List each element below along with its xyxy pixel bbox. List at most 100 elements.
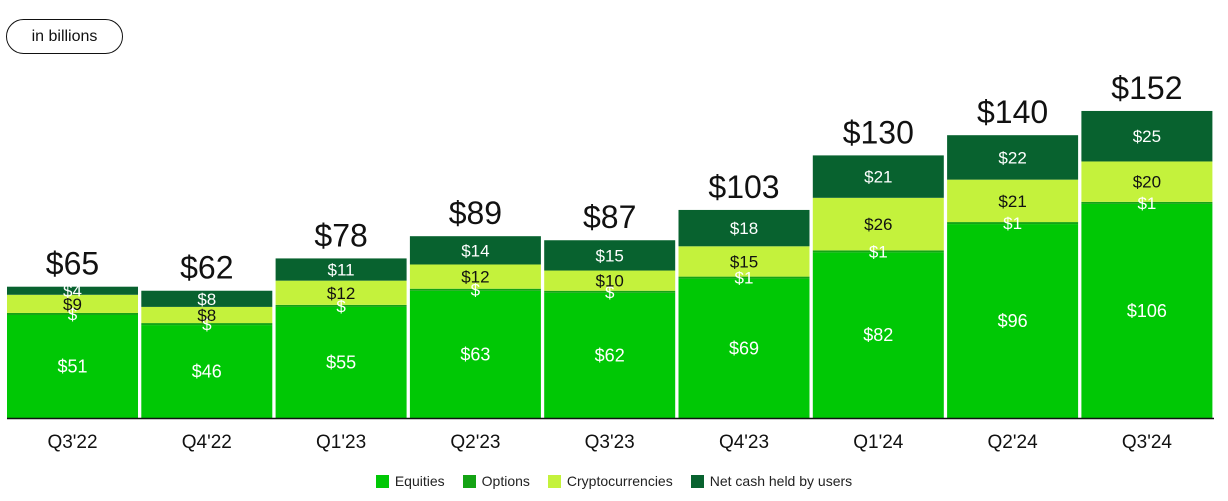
segment-label-cash: $22	[998, 148, 1026, 167]
x-tick-label: Q2'24	[988, 432, 1039, 453]
segment-label-options: $1	[735, 269, 754, 288]
x-tick-label: Q4'22	[182, 432, 232, 453]
legend-label: Cryptocurrencies	[566, 473, 673, 489]
bar-segment-equities	[947, 224, 1079, 418]
x-tick-label: Q1'23	[316, 432, 366, 453]
segment-label-equities: $51	[57, 356, 87, 376]
bar-segment-crypto	[141, 306, 273, 324]
legend-swatch	[462, 474, 476, 488]
x-tick-label: Q4'23	[719, 432, 769, 453]
total-label: $65	[46, 246, 99, 282]
total-label: $62	[180, 250, 233, 286]
bar-segment-crypto	[947, 179, 1079, 223]
segment-label-equities: $46	[192, 362, 222, 382]
segment-label-equities: $106	[1127, 301, 1167, 321]
bar-segment-equities	[409, 290, 541, 418]
stacked-bar-chart: $51$$9$4$65Q3'22$46$$8$8$62Q4'22$55$$12$…	[7, 70, 1214, 453]
legend: Equities Options Cryptocurrencies Net cash …	[0, 470, 1228, 492]
legend-swatch	[547, 474, 561, 488]
bar-segment-options	[947, 222, 1079, 225]
legend-label: Equities	[394, 473, 445, 489]
unit-label: in billions	[6, 19, 123, 54]
segment-label-crypto: $12	[327, 284, 355, 303]
segment-label-crypto: $15	[730, 252, 758, 271]
legend-item-crypto: Cryptocurrencies	[547, 473, 673, 489]
segment-label-options: $	[68, 305, 78, 324]
segment-label-cash: $21	[864, 168, 892, 187]
total-label: $78	[314, 217, 367, 253]
segment-label-cash: $11	[328, 261, 355, 280]
bar-segment-crypto	[544, 270, 676, 291]
segment-label-crypto: $9	[63, 295, 82, 314]
x-tick-label: Q2'23	[450, 432, 500, 453]
segment-label-crypto: $20	[1133, 173, 1161, 192]
segment-label-cash: $14	[461, 241, 489, 260]
bar-segment-cash	[7, 286, 138, 295]
segment-label-options: $	[605, 283, 615, 302]
bar-segment-crypto	[678, 246, 810, 277]
legend-label: Net cash held by users	[709, 473, 853, 489]
x-tick-label: Q1'24	[853, 432, 904, 453]
segment-label-equities: $82	[863, 325, 893, 345]
total-label: $152	[1111, 70, 1182, 106]
segment-label-cash: $8	[197, 290, 216, 309]
bar-segment-options	[275, 304, 407, 307]
segment-label-cash: $4	[63, 282, 82, 301]
segment-label-cash: $15	[596, 246, 624, 265]
segment-label-cash: $18	[730, 219, 758, 238]
legend-item-equities: Equities	[375, 473, 445, 489]
segment-label-equities: $62	[595, 345, 625, 365]
bar-segment-crypto	[812, 197, 944, 251]
bar-segment-equities	[678, 278, 810, 418]
bar-segment-options	[1081, 201, 1213, 204]
bar-segment-equities	[141, 325, 273, 418]
bar-segment-options	[141, 323, 273, 326]
segment-label-equities: $96	[998, 311, 1028, 331]
bar-segment-options	[7, 312, 138, 315]
total-label: $130	[843, 114, 914, 150]
segment-label-crypto: $12	[461, 268, 489, 287]
bar-segment-equities	[1081, 203, 1213, 418]
bar-segment-cash	[544, 240, 676, 271]
segment-label-cash: $25	[1133, 127, 1161, 146]
legend-label: Options	[481, 473, 530, 489]
bar-segment-equities	[7, 314, 138, 418]
total-label: $140	[977, 94, 1048, 130]
segment-label-crypto: $8	[197, 306, 216, 325]
bar-segment-crypto	[275, 280, 407, 305]
bar-segment-cash	[409, 236, 541, 265]
bar-segment-cash	[947, 135, 1079, 180]
total-label: $89	[449, 195, 502, 231]
bar-segment-cash	[275, 258, 407, 281]
bar-segment-crypto	[409, 264, 541, 289]
bar-segment-equities	[812, 252, 944, 418]
bar-segment-options	[812, 250, 944, 253]
segment-label-options: $	[202, 315, 212, 334]
segment-label-equities: $69	[729, 338, 759, 358]
bar-segment-cash	[812, 155, 944, 198]
total-label: $103	[708, 169, 779, 205]
x-tick-label: Q3'22	[47, 432, 97, 453]
bar-segment-options	[409, 288, 541, 291]
segment-label-options: $1	[869, 242, 888, 261]
legend-swatch	[690, 474, 704, 488]
bar-segment-options	[544, 290, 676, 293]
bar-segment-cash	[678, 209, 810, 247]
bar-segment-equities	[275, 306, 407, 418]
bar-segment-cash	[1081, 110, 1213, 162]
segment-label-options: $	[336, 297, 346, 316]
segment-label-crypto: $26	[864, 215, 892, 234]
segment-label-options: $1	[1003, 214, 1022, 233]
legend-item-cash: Net cash held by users	[690, 473, 853, 489]
bar-segment-options	[678, 276, 810, 279]
legend-swatch	[375, 474, 389, 488]
segment-label-crypto: $10	[596, 272, 624, 291]
bar-segment-cash	[141, 290, 273, 307]
segment-label-equities: $55	[326, 352, 356, 372]
legend-item-options: Options	[462, 473, 530, 489]
bar-segment-equities	[544, 292, 676, 418]
x-tick-label: Q3'23	[585, 432, 635, 453]
segment-label-equities: $63	[460, 344, 490, 364]
bar-segment-crypto	[1081, 161, 1213, 202]
bar-segment-crypto	[7, 294, 138, 313]
